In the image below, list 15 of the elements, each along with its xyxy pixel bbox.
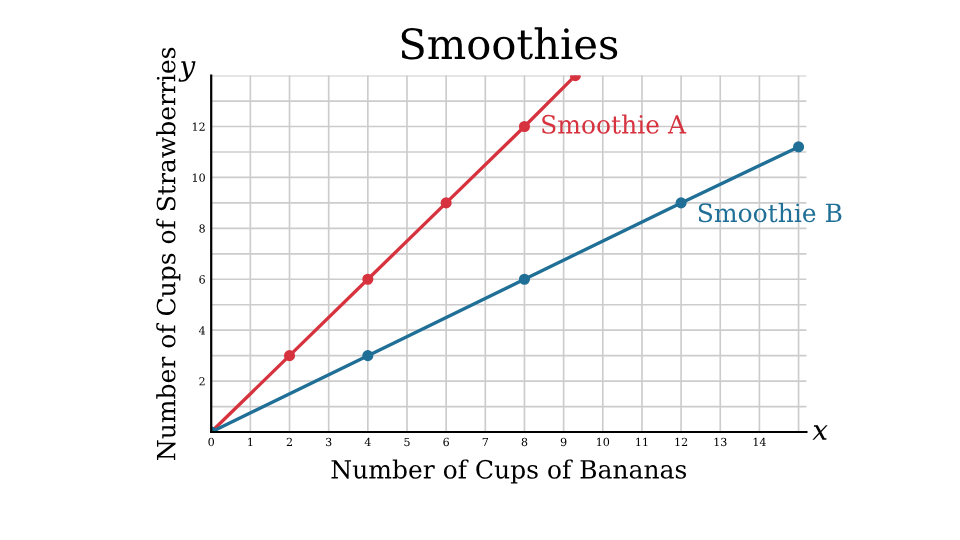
series-label: Smoothie B: [698, 202, 842, 223]
point: [793, 141, 805, 153]
text: y: [178, 61, 196, 82]
series-label: Smoothie A: [542, 114, 687, 134]
point: [283, 350, 296, 362]
point: [362, 273, 374, 285]
x-axis-title: Number of Cups of Bananas: [331, 459, 687, 484]
point: [362, 350, 374, 362]
point: [440, 197, 452, 209]
y-axis-title: Number of Cups of Strawberries: [156, 47, 181, 460]
point: [518, 120, 531, 133]
text: x: [812, 425, 828, 440]
point: [518, 273, 531, 285]
chart-title: Smoothies: [401, 27, 618, 60]
point: [675, 197, 687, 209]
